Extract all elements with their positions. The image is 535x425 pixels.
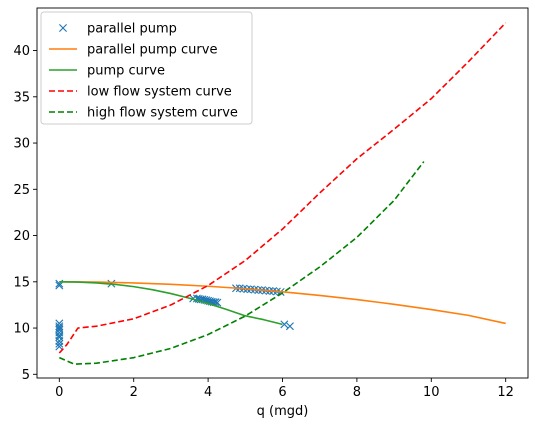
series-1 [59,281,506,325]
axes: 0 2 4 6 8 10 12 5 10 15 20 25 30 35 40 [13,7,529,400]
plot-area [55,22,507,365]
series-4 [59,161,425,365]
y-tick-label: 40 [13,44,30,59]
point-stroke [285,322,294,331]
series-2 [59,281,283,326]
y-tick-label: 20 [13,229,30,244]
legend-item: low flow system curve [49,85,232,100]
data-point [55,339,64,348]
y-tick-label: 15 [13,275,30,290]
data-point [55,342,64,351]
y-tick-label: 5 [22,368,30,383]
point-stroke [55,339,64,348]
y-tick-label: 25 [13,183,30,198]
series-line-1 [59,281,506,325]
x-tick-label: 4 [204,385,212,400]
series-line-3 [58,22,507,354]
x-axis-label: q (mgd) [257,404,309,419]
legend-label: parallel pump [87,22,177,37]
x-tick-label: 12 [497,385,514,400]
x-tick-label: 2 [130,385,138,400]
point-stroke [55,333,64,342]
y-tick-label: 10 [13,322,30,337]
legend-label: pump curve [87,64,165,79]
data-point [55,333,64,342]
legend-box [40,11,253,125]
legend: parallel pump parallel pump curve pump cur… [40,11,253,125]
x-tick-label: 6 [278,385,286,400]
data-point [55,322,64,331]
x-tick-label: 8 [353,385,361,400]
legend-label: parallel pump curve [87,43,217,58]
series-line-4 [59,161,425,365]
legend-item: pump curve [49,64,165,79]
point-stroke [280,320,289,329]
series-line-2 [59,281,283,326]
y-tick-label: 35 [13,90,30,105]
data-point [285,322,294,331]
legend-swatch [59,24,67,32]
legend-item: parallel pump curve [49,43,217,58]
data-point [280,320,289,329]
legend-item: parallel pump [59,22,177,37]
series-3 [58,22,507,354]
legend-label: high flow system curve [87,106,238,121]
x-tick-label: 10 [423,385,440,400]
data-point [55,281,64,290]
y-tick-label: 30 [13,137,30,152]
legend-item: high flow system curve [49,106,238,121]
x-tick-label: 0 [55,385,63,400]
point-stroke [55,322,64,331]
point-stroke [55,281,64,290]
point-stroke [55,342,64,351]
legend-label: low flow system curve [87,85,232,100]
